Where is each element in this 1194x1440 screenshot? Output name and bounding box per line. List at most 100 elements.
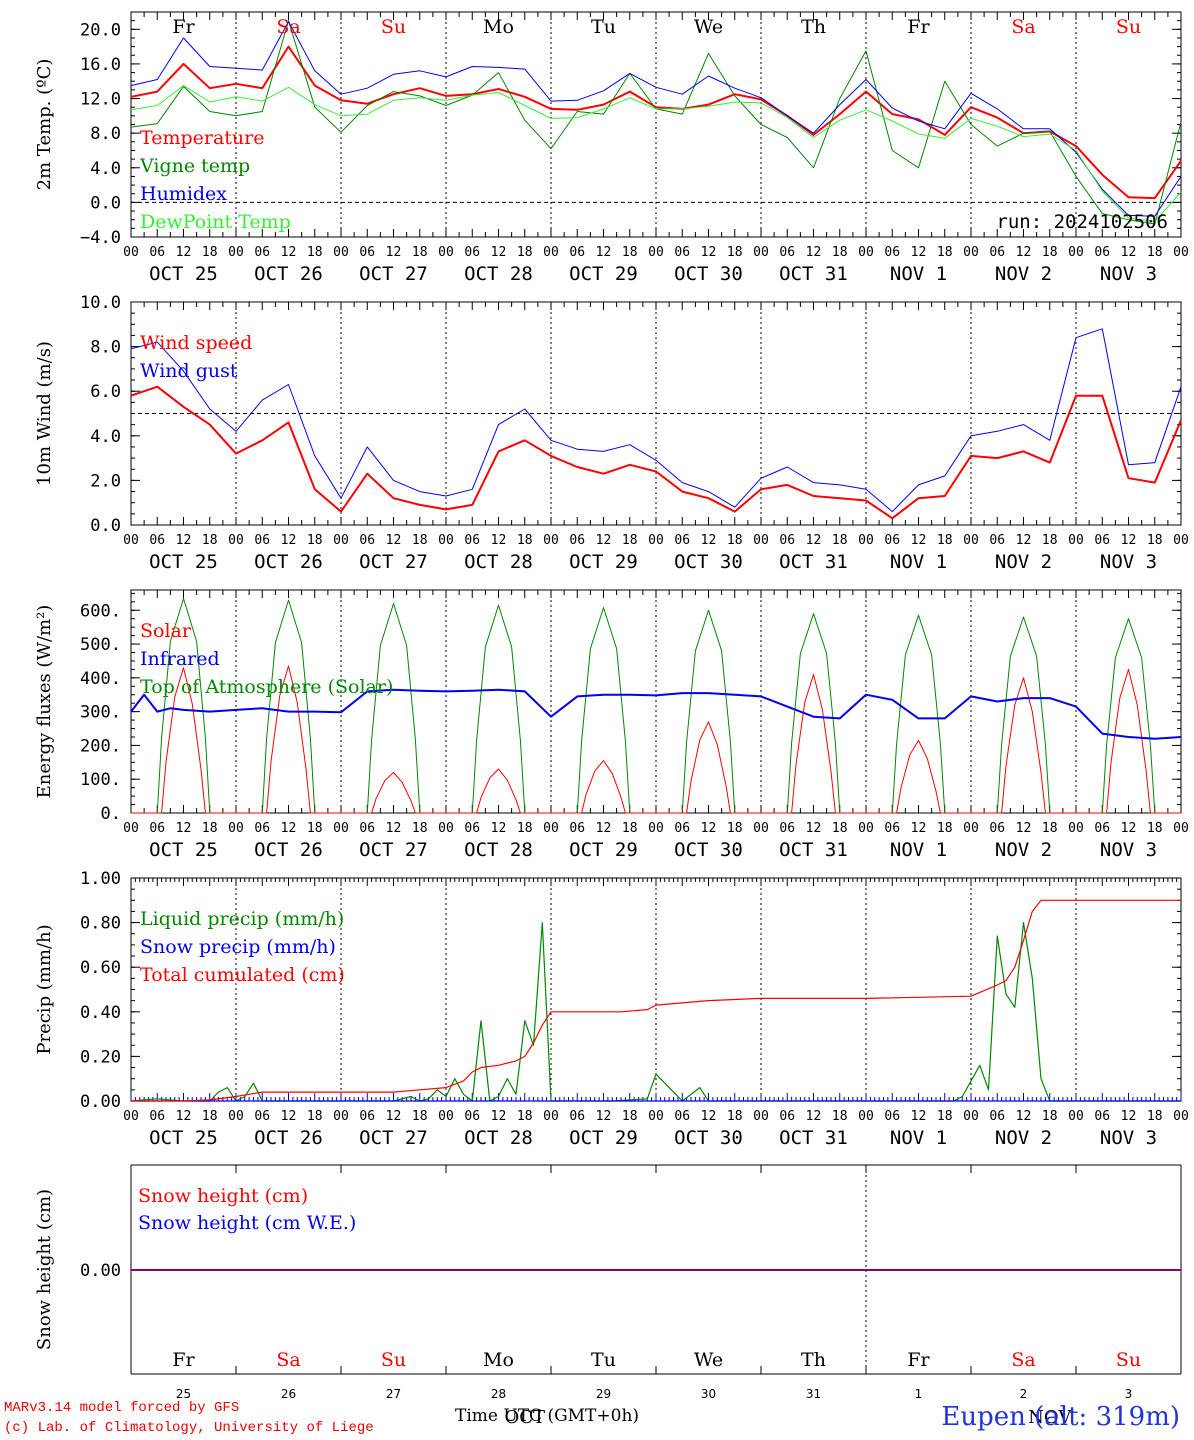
snow-day-name-label: Th [801, 1349, 826, 1371]
panel-1-date-label: OCT 25 [149, 551, 218, 573]
panel-0-hour-label: 12 [596, 245, 612, 260]
panel-0-y-tick-label: 8.0 [90, 124, 121, 144]
panel-2-y-tick-label: 200. [80, 736, 121, 756]
panel-1-hour-label: 06 [1094, 533, 1110, 548]
day-name-label: Sa [1011, 16, 1035, 38]
panel-2-hour-label: 18 [1147, 821, 1163, 836]
precip-series-total [131, 899, 1181, 1102]
panel-0-hour-label: 00 [333, 245, 349, 260]
panel-0-date-label: OCT 31 [779, 263, 848, 285]
wind-series-wind-speed [130, 385, 1182, 520]
panel-2-hour-label: 06 [359, 821, 375, 836]
panel-3-hour-label: 00 [543, 1109, 559, 1124]
snow-day-name-label: Mo [483, 1349, 514, 1371]
panel-2-hour-label: 00 [648, 821, 664, 836]
panel-1-hour-label: 06 [359, 533, 375, 548]
panel-2-hour-label: 00 [753, 821, 769, 836]
panel-0-hour-label: 00 [1173, 245, 1189, 260]
panel-0-hour-label: 06 [464, 245, 480, 260]
panel-2-date-label: OCT 31 [779, 839, 848, 861]
panel-3-hour-label: 06 [674, 1109, 690, 1124]
panel-0-hour-label: 12 [386, 245, 402, 260]
panel-0-y-tick-label: 4.0 [90, 159, 121, 179]
panel-1-hour-label: 00 [963, 533, 979, 548]
panel-3-hour-label: 12 [701, 1109, 717, 1124]
panel-2-hour-label: 00 [333, 821, 349, 836]
panel-0-legend-entry: DewPoint Temp [140, 211, 291, 233]
panel-2-y-tick-label: 500. [80, 635, 121, 655]
panel-3-hour-label: 06 [464, 1109, 480, 1124]
panel-0-hour-label: 12 [701, 245, 717, 260]
panel-2-hour-label: 18 [517, 821, 533, 836]
panel-2-y-tick-label: 400. [80, 669, 121, 689]
panel-3-hour-label: 00 [438, 1109, 454, 1124]
panel-1-hour-label: 00 [648, 533, 664, 548]
panel-2-hour-label: 12 [911, 821, 927, 836]
panel-0-hour-label: 18 [202, 245, 218, 260]
day-name-label: Su [1116, 16, 1141, 38]
panel-0-date-label: OCT 26 [254, 263, 323, 285]
panel-1-hour-label: 18 [202, 533, 218, 548]
panel-1-hour-label: 06 [989, 533, 1005, 548]
panel-2-hour-label: 06 [254, 821, 270, 836]
panel-1-hour-label: 18 [622, 533, 638, 548]
panel-2-date-label: NOV 1 [890, 839, 947, 861]
panel-1-y-tick-label: 10.0 [80, 293, 121, 313]
panel-1-date-label: OCT 28 [464, 551, 533, 573]
panel-0-hour-label: 12 [281, 245, 297, 260]
month-label-nov: NOV [1028, 1407, 1072, 1428]
panel-0-hour-label: 12 [176, 245, 192, 260]
panel-0-hour-label: 00 [1068, 245, 1084, 260]
panel-3-date-label: OCT 31 [779, 1127, 848, 1149]
panel-2-y-tick-label: 300. [80, 703, 121, 723]
panel-0-hour-label: 00 [648, 245, 664, 260]
panel-2-hour-label: 12 [1121, 821, 1137, 836]
precip-series-liquid [130, 921, 1181, 1102]
panel-1-hour-label: 06 [674, 533, 690, 548]
snow-day-name-label: Sa [1011, 1349, 1035, 1371]
panel-3-y-tick-label: 0.20 [80, 1047, 121, 1067]
panel-3-date-label: NOV 2 [995, 1127, 1052, 1149]
snow-day-number-label: 28 [491, 1387, 506, 1401]
snow-day-number-label: 27 [386, 1387, 401, 1401]
panel-2-hour-label: 06 [674, 821, 690, 836]
panel-3-hour-label: 12 [911, 1109, 927, 1124]
panel-0-date-label: OCT 29 [569, 263, 638, 285]
panel-0-date-label: NOV 3 [1100, 263, 1157, 285]
footer-model-credit: MARv3.14 model forced by GFS [4, 1400, 240, 1416]
panel-4-legend-entry: Snow height (cm W.E.) [138, 1212, 356, 1234]
panel-0-y-axis-label: 2m Temp. (ºC) [34, 59, 55, 191]
panel-0-hour-label: 18 [1147, 245, 1163, 260]
panel-3-date-label: OCT 26 [254, 1127, 323, 1149]
panel-3-hour-label: 00 [333, 1109, 349, 1124]
panel-3-hour-label: 06 [359, 1109, 375, 1124]
panel-3-hour-label: 12 [386, 1109, 402, 1124]
panel-2-date-label: OCT 27 [359, 839, 428, 861]
panel-2-hour-label: 06 [149, 821, 165, 836]
panel-0-hour-label: 00 [123, 245, 139, 260]
panel-1-date-label: NOV 3 [1100, 551, 1157, 573]
panel-3-date-label: NOV 1 [890, 1127, 947, 1149]
wind-series-wind-gust [130, 328, 1182, 513]
panel-2-y-axis-label: Energy fluxes (W/m²) [34, 605, 55, 799]
panel-3-hour-label: 18 [1147, 1109, 1163, 1124]
panel-2-hour-label: 12 [806, 821, 822, 836]
panel-1-date-label: OCT 30 [674, 551, 743, 573]
panel-0-hour-label: 18 [412, 245, 428, 260]
panel-0-y-tick-label: −4.0 [80, 228, 121, 248]
panel-0-date-label: OCT 28 [464, 263, 533, 285]
snow-day-number-label: 25 [176, 1387, 191, 1401]
panel-1-hour-label: 00 [858, 533, 874, 548]
panel-2-y-tick-label: 100. [80, 770, 121, 790]
panel-1-hour-label: 06 [884, 533, 900, 548]
panel-0-date-label: OCT 30 [674, 263, 743, 285]
panel-1-hour-label: 00 [438, 533, 454, 548]
snow-day-name-label: Fr [907, 1349, 930, 1371]
panel-1-hour-label: 18 [517, 533, 533, 548]
panel-2-date-label: NOV 2 [995, 839, 1052, 861]
panel-0-hour-label: 18 [1042, 245, 1058, 260]
panel-3-hour-label: 12 [596, 1109, 612, 1124]
panel-0-hour-label: 06 [254, 245, 270, 260]
panel-3-date-label: OCT 29 [569, 1127, 638, 1149]
panel-1-hour-label: 12 [1121, 533, 1137, 548]
